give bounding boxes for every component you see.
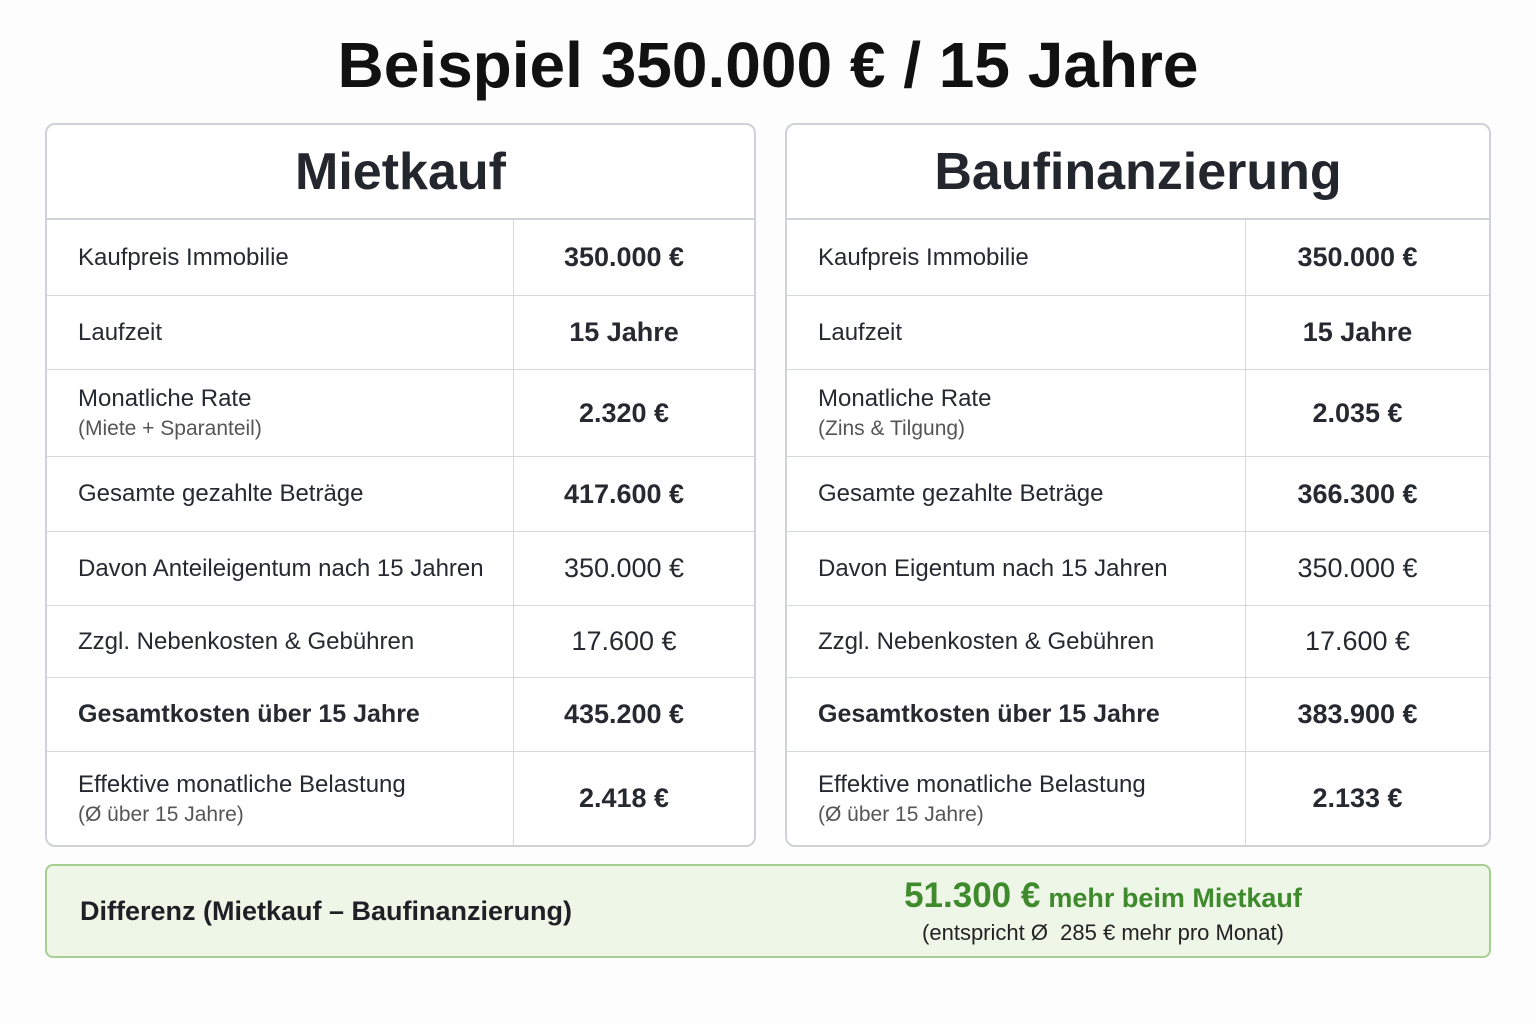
row-label-cell: Gesamtkosten über 15 Jahre xyxy=(47,678,514,752)
row-label: Gesamte gezahlte Beträge xyxy=(78,480,364,507)
row-value: 366.300 € xyxy=(1246,457,1489,532)
row-label: Gesamtkosten über 15 Jahre xyxy=(818,700,1160,728)
row-label-cell: Gesamtkosten über 15 Jahre xyxy=(787,678,1246,752)
row-sublabel: (Ø über 15 Jahre) xyxy=(818,802,984,826)
row-sublabel: (Ø über 15 Jahre) xyxy=(78,802,244,826)
row-label: Zzgl. Nebenkosten & Gebühren xyxy=(818,627,1155,655)
row-label-cell: Effektive monatliche Belastung (Ø über 15… xyxy=(787,752,1246,845)
row-value: 350.000 € xyxy=(514,220,754,296)
table-heading: Mietkauf xyxy=(47,125,754,220)
row-label: Davon Anteileigentum nach 15 Jahren xyxy=(78,554,484,582)
row-label-cell: Laufzeit xyxy=(787,296,1246,370)
summary-result: 51.300 € mehr beim Mietkauf (entspricht Ø… xyxy=(897,876,1309,946)
row-label: Kaufpreis Immobilie xyxy=(78,243,289,271)
row-label: Effektive monatliche Belastung xyxy=(78,770,406,798)
row-label-cell: Effektive monatliche Belastung (Ø über 15… xyxy=(47,752,514,845)
summary-detail: (entspricht Ø 285 € mehr pro Monat) xyxy=(922,920,1284,945)
row-label: Kaufpreis Immobilie xyxy=(818,243,1029,271)
row-value: 2.320 € xyxy=(514,370,754,457)
summary-label: Differenz (Mietkauf – Baufinanzierung) xyxy=(80,896,573,926)
summary-note: mehr beim Mietkauf xyxy=(1048,883,1302,913)
row-label-cell: Laufzeit xyxy=(47,296,514,370)
row-label: Laufzeit xyxy=(78,318,163,346)
row-value: 17.600 € xyxy=(1246,606,1489,678)
row-label-cell: Zzgl. Nebenkosten & Gebühren xyxy=(787,606,1246,678)
row-value: 15 Jahre xyxy=(514,296,754,370)
row-label: Zzgl. Nebenkosten & Gebühren xyxy=(78,627,415,655)
comparison-table: Baufinanzierung Kaufpreis Immobilie 350.00… xyxy=(785,123,1491,847)
row-value: 15 Jahre xyxy=(1246,296,1489,370)
row-value: 383.900 € xyxy=(1246,678,1489,752)
row-label: Laufzeit xyxy=(818,318,903,346)
comparison-table: Mietkauf Kaufpreis Immobilie 350.000 € Lauf… xyxy=(45,123,756,847)
table-heading: Baufinanzierung xyxy=(787,125,1489,220)
row-value: 2.035 € xyxy=(1246,370,1489,457)
row-value: 17.600 € xyxy=(514,606,754,678)
row-value: 417.600 € xyxy=(514,457,754,532)
row-label: Gesamtkosten über 15 Jahre xyxy=(78,700,420,728)
summary-box: Differenz (Mietkauf – Baufinanzierung) 5… xyxy=(45,864,1491,958)
row-sublabel: (Zins & Tilgung) xyxy=(818,417,966,440)
row-label-cell: Monatliche Rate (Miete + Sparanteil) xyxy=(47,370,514,457)
row-label: Monatliche Rate xyxy=(818,385,992,412)
row-value: 2.418 € xyxy=(578,783,670,813)
row-value: 435.200 € xyxy=(514,678,754,752)
row-label: Effektive monatliche Belastung xyxy=(818,770,1146,798)
row-label: Davon Eigentum nach 15 Jahren xyxy=(818,554,1168,582)
row-value: 350.000 € xyxy=(514,532,754,606)
row-label-cell: Kaufpreis Immobilie xyxy=(787,220,1246,296)
row-label-cell: Davon Eigentum nach 15 Jahren xyxy=(787,532,1246,606)
row-value: 2.133 € xyxy=(1312,783,1403,813)
summary-amount: 51.300 € xyxy=(904,876,1041,915)
page-title: Beispiel 350.000 € / 15 Jahre xyxy=(337,29,1199,101)
row-label: Monatliche Rate xyxy=(78,385,252,412)
row-label-cell: Monatliche Rate (Zins & Tilgung) xyxy=(787,370,1246,457)
row-label: Gesamte gezahlte Beträge xyxy=(818,480,1104,507)
row-label-cell: Gesamte gezahlte Beträge xyxy=(787,457,1246,532)
row-label-cell: Kaufpreis Immobilie xyxy=(47,220,514,296)
row-sublabel: (Miete + Sparanteil) xyxy=(78,417,262,440)
row-value: 350.000 € xyxy=(1246,220,1489,296)
row-label-cell: Davon Anteileigentum nach 15 Jahren xyxy=(47,532,514,606)
row-label-cell: Zzgl. Nebenkosten & Gebühren xyxy=(47,606,514,678)
row-label-cell: Gesamte gezahlte Beträge xyxy=(47,457,514,532)
row-value: 350.000 € xyxy=(1246,532,1489,606)
